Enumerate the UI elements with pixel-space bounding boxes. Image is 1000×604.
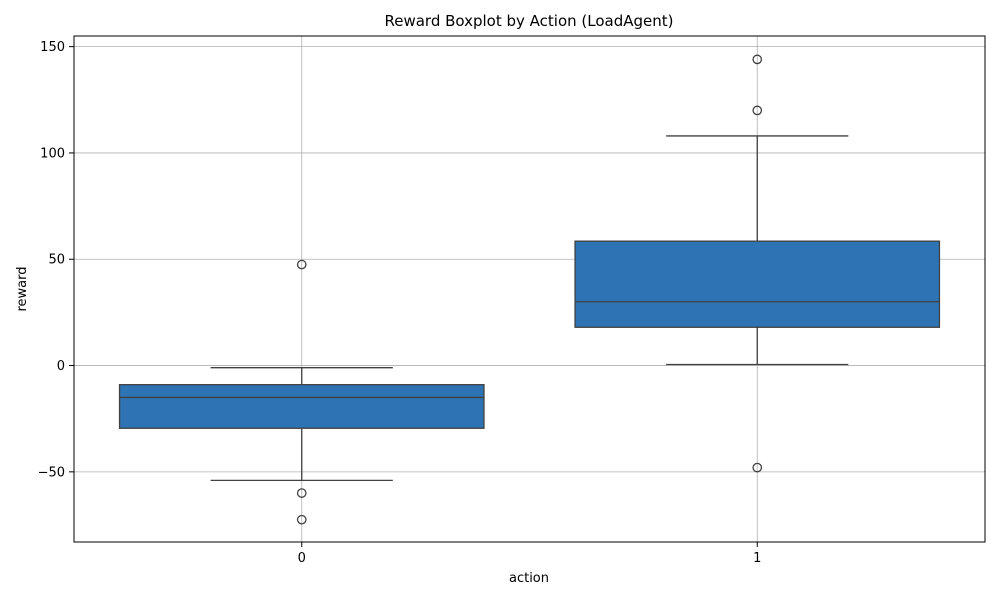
box-series <box>118 54 941 525</box>
iqr-box <box>574 240 941 328</box>
x-tick-label: 1 <box>753 551 761 566</box>
y-tick-label: 100 <box>40 146 65 161</box>
y-tick-label: −50 <box>38 465 65 480</box>
y-axis-label: reward <box>15 266 30 311</box>
y-tick-label: 50 <box>48 253 65 268</box>
y-tick-label: 150 <box>40 40 65 55</box>
outlier-point <box>752 54 763 65</box>
grid-lines <box>74 36 985 542</box>
box-group-1 <box>574 54 941 473</box>
axes: −50 0 50 100 150 0 1 <box>38 35 986 566</box>
outlier-point <box>752 105 763 116</box>
y-tick-label: 0 <box>57 359 65 374</box>
plot-frame <box>73 35 986 543</box>
outlier-point <box>296 488 307 498</box>
outlier-point <box>296 514 307 525</box>
x-tick-label: 0 <box>298 551 306 566</box>
x-axis-label: action <box>509 571 549 586</box>
outlier-point <box>752 462 763 473</box>
iqr-box <box>118 384 485 429</box>
box-group-0 <box>118 259 485 525</box>
outlier-point <box>296 259 307 270</box>
chart-title: Reward Boxplot by Action (LoadAgent) <box>384 12 673 30</box>
